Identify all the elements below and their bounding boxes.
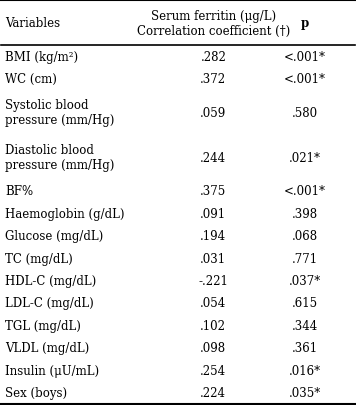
Text: .771: .771 (292, 252, 318, 265)
Text: <.001*: <.001* (284, 73, 326, 86)
Text: Serum ferritin (μg/L)
Correlation coefficient (†): Serum ferritin (μg/L) Correlation coeffi… (137, 10, 290, 38)
Text: BF%: BF% (5, 185, 33, 198)
Text: .615: .615 (292, 296, 318, 309)
Text: .580: .580 (292, 107, 318, 119)
Text: BMI (kg/m²): BMI (kg/m²) (5, 51, 78, 64)
Text: -.221: -.221 (198, 274, 228, 287)
Text: Systolic blood
pressure (mm/Hg): Systolic blood pressure (mm/Hg) (5, 99, 114, 127)
Text: p: p (301, 17, 309, 30)
Text: WC (cm): WC (cm) (5, 73, 57, 86)
Text: .098: .098 (200, 341, 226, 354)
Text: <.001*: <.001* (284, 185, 326, 198)
Text: .037*: .037* (289, 274, 321, 287)
Text: Diastolic blood
pressure (mm/Hg): Diastolic blood pressure (mm/Hg) (5, 144, 114, 172)
Text: .372: .372 (200, 73, 226, 86)
Text: .054: .054 (200, 296, 226, 309)
Text: .398: .398 (292, 207, 318, 220)
Text: .102: .102 (200, 319, 226, 332)
Text: HDL-C (mg/dL): HDL-C (mg/dL) (5, 274, 96, 287)
Text: .224: .224 (200, 386, 226, 399)
Text: Sex (boys): Sex (boys) (5, 386, 67, 399)
Text: .254: .254 (200, 364, 226, 377)
Text: Glucose (mg/dL): Glucose (mg/dL) (5, 230, 103, 243)
Text: .068: .068 (292, 230, 318, 243)
Text: .035*: .035* (289, 386, 321, 399)
Text: Haemoglobin (g/dL): Haemoglobin (g/dL) (5, 207, 124, 220)
Text: .031: .031 (200, 252, 226, 265)
Text: TGL (mg/dL): TGL (mg/dL) (5, 319, 81, 332)
Text: .021*: .021* (289, 151, 321, 164)
Text: TC (mg/dL): TC (mg/dL) (5, 252, 73, 265)
Text: .344: .344 (292, 319, 318, 332)
Text: .091: .091 (200, 207, 226, 220)
Text: Insulin (μU/mL): Insulin (μU/mL) (5, 364, 99, 377)
Text: VLDL (mg/dL): VLDL (mg/dL) (5, 341, 89, 354)
Text: .059: .059 (200, 107, 226, 119)
Text: .244: .244 (200, 151, 226, 164)
Text: .375: .375 (200, 185, 226, 198)
Text: .016*: .016* (289, 364, 321, 377)
Text: .361: .361 (292, 341, 318, 354)
Text: <.001*: <.001* (284, 51, 326, 64)
Text: Variables: Variables (5, 17, 60, 30)
Text: .282: .282 (200, 51, 226, 64)
Text: LDL-C (mg/dL): LDL-C (mg/dL) (5, 296, 94, 309)
Text: .194: .194 (200, 230, 226, 243)
